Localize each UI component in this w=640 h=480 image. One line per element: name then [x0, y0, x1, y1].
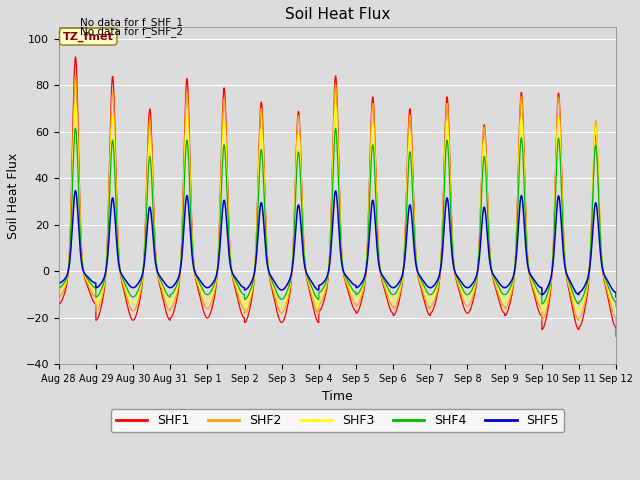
SHF5 — [72, 188, 79, 193]
SHF3 — [72, 100, 79, 106]
Line: SHF2: SHF2 — [59, 77, 616, 325]
Text: No data for f_SHF_1: No data for f_SHF_1 — [80, 17, 183, 28]
SHF4 — [55, 285, 63, 290]
SHF2 — [72, 74, 79, 80]
SHF5 — [317, 282, 324, 288]
SHF5 — [55, 280, 63, 286]
SHF2 — [612, 322, 620, 328]
SHF5 — [463, 285, 470, 290]
SHF3 — [612, 312, 620, 318]
SHF3 — [463, 296, 470, 302]
SHF1 — [72, 54, 79, 60]
SHF4 — [155, 274, 163, 280]
SHF1 — [612, 324, 620, 330]
SHF3 — [432, 289, 440, 295]
SHF4 — [612, 303, 620, 309]
SHF2 — [463, 303, 470, 309]
Line: SHF4: SHF4 — [59, 128, 616, 306]
SHF1 — [463, 310, 470, 315]
SHF3 — [494, 286, 502, 291]
Text: TZ_fmet: TZ_fmet — [63, 32, 114, 42]
SHF1 — [317, 307, 324, 312]
Title: Soil Heat Flux: Soil Heat Flux — [285, 7, 390, 22]
SHF1 — [432, 299, 440, 305]
SHF2 — [612, 315, 620, 321]
SHF2 — [432, 294, 440, 300]
SHF1 — [55, 301, 63, 307]
Text: No data for f_SHF_2: No data for f_SHF_2 — [80, 26, 183, 37]
SHF3 — [612, 306, 620, 312]
SHF5 — [494, 278, 502, 284]
SHF4 — [612, 299, 620, 304]
SHF4 — [463, 291, 470, 297]
Legend: SHF1, SHF2, SHF3, SHF4, SHF5: SHF1, SHF2, SHF3, SHF4, SHF5 — [111, 409, 564, 432]
X-axis label: Time: Time — [322, 390, 353, 403]
SHF3 — [317, 293, 324, 299]
SHF2 — [317, 300, 324, 306]
SHF5 — [612, 294, 620, 300]
Line: SHF5: SHF5 — [59, 191, 616, 297]
SHF1 — [155, 279, 163, 285]
SHF4 — [72, 125, 79, 131]
SHF3 — [55, 289, 63, 295]
SHF4 — [317, 288, 324, 294]
SHF5 — [432, 280, 440, 286]
SHF2 — [55, 294, 63, 300]
SHF2 — [494, 290, 502, 296]
SHF5 — [155, 272, 163, 278]
SHF1 — [494, 294, 502, 300]
SHF5 — [612, 289, 620, 295]
Y-axis label: Soil Heat Flux: Soil Heat Flux — [7, 153, 20, 239]
SHF4 — [432, 286, 440, 291]
SHF4 — [494, 283, 502, 288]
SHF1 — [612, 334, 620, 339]
Line: SHF1: SHF1 — [59, 57, 616, 336]
SHF3 — [155, 276, 163, 281]
SHF2 — [155, 277, 163, 283]
Line: SHF3: SHF3 — [59, 103, 616, 315]
